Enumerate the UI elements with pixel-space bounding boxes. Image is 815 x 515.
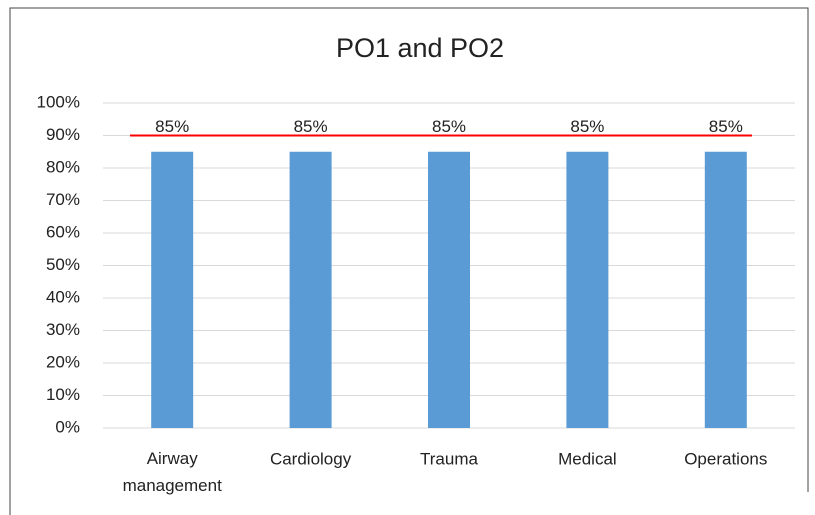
y-tick-label: 50% bbox=[46, 255, 80, 274]
y-tick-label: 40% bbox=[46, 287, 80, 306]
data-label: 85% bbox=[155, 117, 189, 136]
bar bbox=[704, 151, 747, 428]
y-tick-label: 90% bbox=[46, 125, 80, 144]
x-tick-label: Medical bbox=[558, 449, 617, 468]
y-tick-label: 10% bbox=[46, 385, 80, 404]
data-label: 85% bbox=[570, 117, 604, 136]
chart-title: PO1 and PO2 bbox=[336, 33, 504, 63]
chart-frame bbox=[9, 7, 809, 515]
bar bbox=[566, 151, 609, 428]
y-tick-label: 100% bbox=[37, 92, 80, 111]
bar bbox=[428, 151, 470, 428]
x-tick-label: Airway management bbox=[123, 449, 223, 495]
y-tick-label: 0% bbox=[55, 417, 80, 436]
data-label: 85% bbox=[294, 117, 328, 136]
data-label: 85% bbox=[432, 117, 466, 136]
y-tick-label: 60% bbox=[46, 222, 80, 241]
y-tick-label: 30% bbox=[46, 320, 80, 339]
bar bbox=[289, 151, 332, 428]
y-tick-label: 20% bbox=[46, 352, 80, 371]
data-label: 85% bbox=[709, 117, 743, 136]
bar bbox=[151, 151, 194, 428]
y-tick-label: 70% bbox=[46, 190, 80, 209]
x-tick-label: Cardiology bbox=[270, 449, 352, 468]
y-tick-label: 80% bbox=[46, 157, 80, 176]
x-tick-label: Operations bbox=[684, 449, 767, 468]
x-tick-label: Trauma bbox=[420, 449, 478, 468]
